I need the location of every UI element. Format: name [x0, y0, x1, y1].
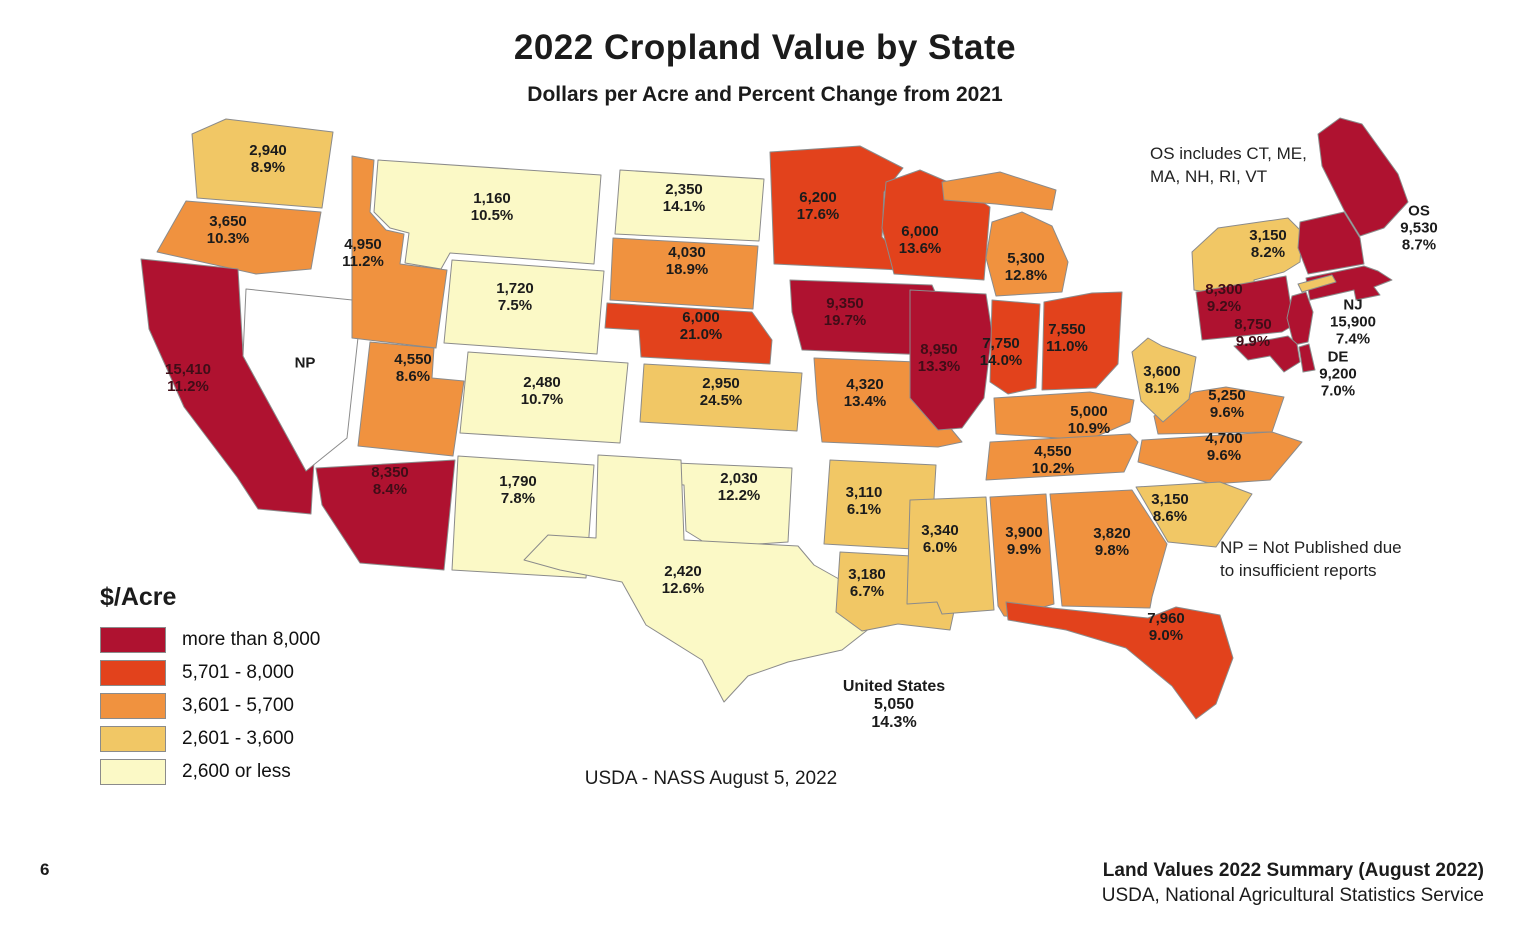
state-shape-ga — [1049, 489, 1168, 609]
legend-swatch-orange — [100, 693, 166, 719]
legend-row: 2,600 or less — [100, 759, 320, 785]
legend-row: 3,601 - 5,700 — [100, 693, 320, 719]
state-shape-ms — [906, 496, 995, 615]
legend-label: 3,601 - 5,700 — [182, 695, 294, 716]
footer: Land Values 2022 Summary (August 2022) U… — [1102, 858, 1484, 908]
state-shape-id — [351, 155, 448, 349]
us-total-title: United States — [842, 678, 946, 695]
state-shape-ks — [639, 363, 803, 432]
state-shape-nd — [614, 169, 765, 242]
state-shape-al — [989, 493, 1055, 619]
state-shape-tx — [523, 454, 871, 703]
us-total-pct: 14.3% — [871, 714, 917, 731]
state-shape-mn — [769, 145, 905, 271]
legend-swatch-yellow-orange — [100, 726, 166, 752]
legend: $/Acre more than 8,000 5,701 - 8,000 3,6… — [100, 583, 320, 793]
us-total-label: United States 5,050 14.3% — [843, 678, 945, 732]
page-title: 2022 Cropland Value by State — [513, 28, 1017, 67]
state-shape-fl — [1005, 601, 1234, 720]
legend-swatch-dark-red — [100, 627, 166, 653]
state-shape-sc — [1135, 481, 1253, 548]
state-shape-ut — [357, 341, 465, 457]
state-shape-de — [1298, 343, 1316, 373]
legend-label: more than 8,000 — [182, 629, 321, 650]
state-shape-nc — [1137, 431, 1303, 485]
source-line: USDA - NASS August 5, 2022 — [584, 768, 838, 789]
state-shape-vt-nh — [1297, 211, 1365, 275]
legend-row: more than 8,000 — [100, 627, 321, 653]
us-total-value: 5,050 — [873, 696, 915, 713]
os-note: OS includes CT, ME, MA, NH, RI, VT — [1150, 144, 1307, 186]
legend-swatch-pale-yellow — [100, 759, 166, 785]
state-shape-ny-long-island — [1297, 274, 1337, 293]
legend-label: 5,701 - 8,000 — [182, 662, 294, 683]
state-shape-nv — [242, 288, 363, 472]
page-number: 6 — [40, 860, 50, 879]
state-shape-ne — [604, 302, 773, 365]
state-shape-wv — [1131, 337, 1197, 423]
state-shape-mi-upper — [941, 171, 1057, 211]
footer-agency: USDA, National Agricultural Statistics S… — [1101, 885, 1484, 906]
legend-label: 2,601 - 3,600 — [182, 728, 294, 749]
np-note: NP = Not Published due to insufficient r… — [1220, 538, 1402, 580]
state-shape-wy — [443, 259, 605, 355]
state-shape-or — [156, 200, 322, 275]
legend-row: 2,601 - 3,600 — [100, 726, 320, 752]
state-shape-md — [1233, 335, 1301, 373]
state-shape-nj — [1286, 291, 1314, 346]
state-shape-sd — [609, 237, 759, 310]
legend-label: 2,600 or less — [182, 761, 291, 782]
state-shape-tn — [985, 433, 1139, 481]
state-shape-mi — [985, 211, 1069, 297]
legend-swatch-red-orange — [100, 660, 166, 686]
state-shape-in — [989, 299, 1041, 395]
state-shape-me — [1317, 117, 1409, 237]
state-shape-ma-ct-ri — [1305, 265, 1393, 301]
legend-title: $/Acre — [100, 583, 177, 611]
page-subtitle: Dollars per Acre and Percent Change from… — [527, 83, 1003, 106]
state-shape-wa — [191, 118, 334, 209]
footer-report-title: Land Values 2022 Summary (August 2022) — [1102, 860, 1484, 881]
legend-row: 5,701 - 8,000 — [100, 660, 320, 686]
state-shape-pa — [1195, 275, 1295, 341]
state-shape-co — [459, 351, 629, 444]
state-shape-mt — [373, 159, 602, 270]
state-shape-az — [315, 459, 456, 571]
state-shape-ca — [140, 258, 315, 515]
state-shape-ky — [993, 391, 1135, 441]
state-shape-il — [909, 289, 993, 431]
state-shape-oh — [1041, 291, 1123, 391]
